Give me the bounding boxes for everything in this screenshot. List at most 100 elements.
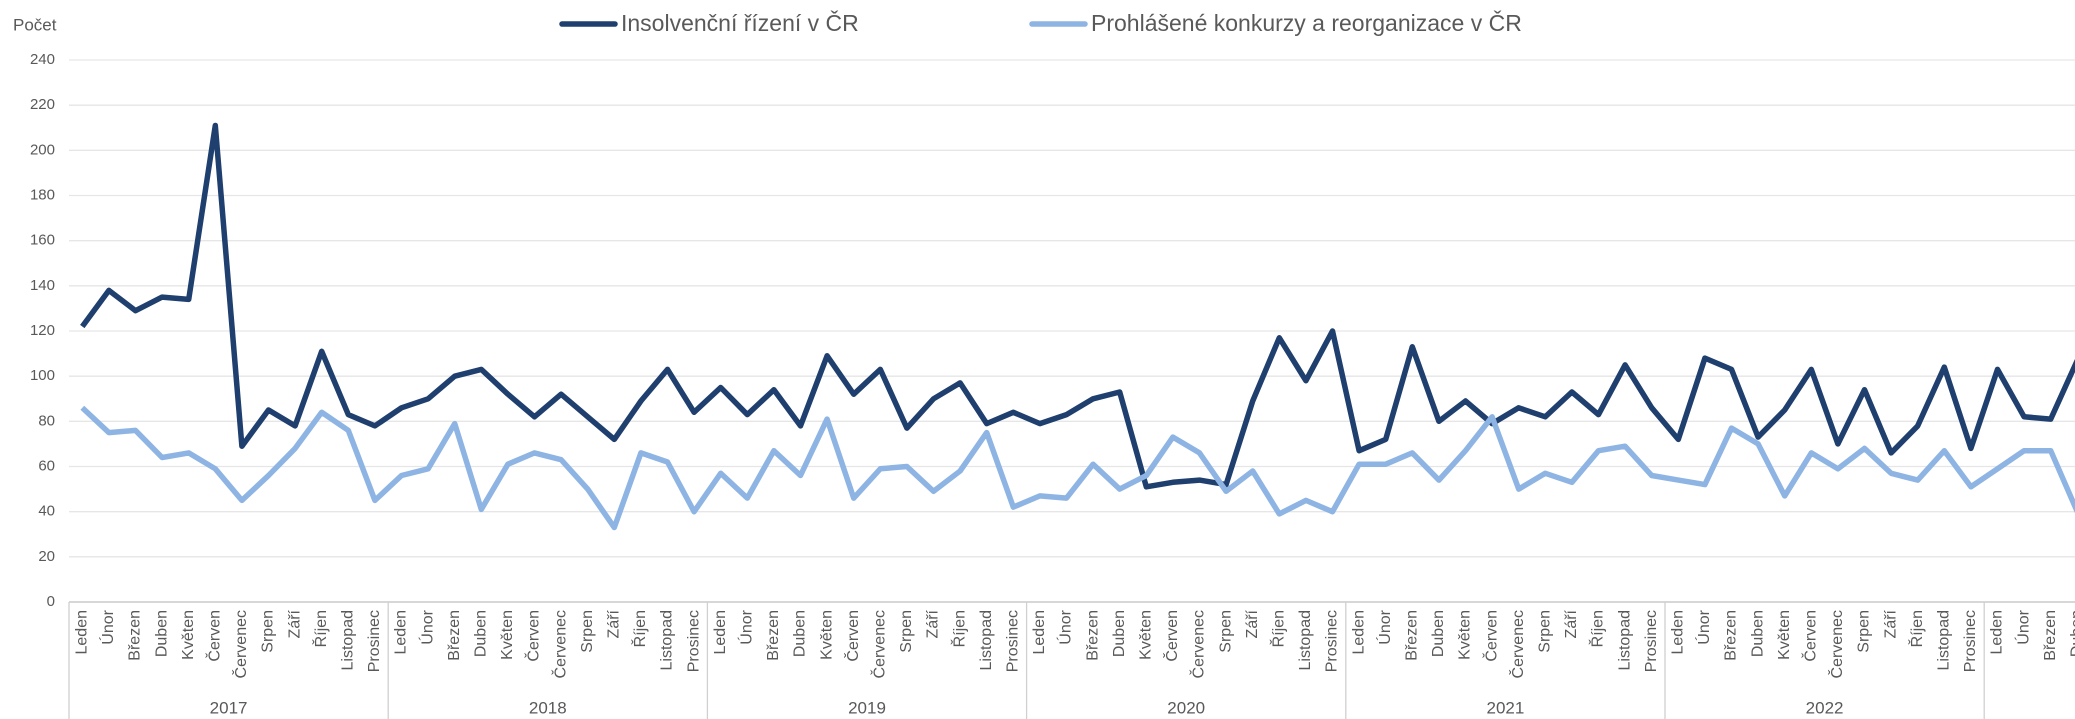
x-tick-label: Březen (1404, 610, 1421, 661)
y-tick-label: 20 (38, 548, 55, 565)
y-tick-label: 120 (30, 322, 55, 339)
legend-label: Prohlášené konkurzy a reorganizace v ČR (1091, 9, 1522, 36)
x-tick-label: Červen (1801, 610, 1820, 662)
x-tick-label: Červen (843, 610, 862, 662)
x-tick-label: Únor (2013, 609, 2032, 644)
x-tick-label: Leden (74, 610, 91, 655)
x-tick-label: Listopad (1936, 610, 1953, 671)
x-tick-label: Leden (1350, 610, 1367, 655)
x-tick-label: Duben (2069, 610, 2075, 657)
x-tick-label: Říjen (1588, 610, 1607, 647)
x-tick-label: Leden (393, 610, 410, 655)
x-tick-label: Srpen (1217, 610, 1234, 653)
x-tick-label: Září (1882, 609, 1899, 638)
y-tick-label: 200 (30, 141, 55, 158)
y-tick-label: 240 (30, 51, 55, 68)
x-tick-label: Březen (446, 610, 463, 661)
year-label: 2018 (529, 698, 567, 717)
x-tick-label: Prosinec (366, 610, 383, 672)
x-tick-label: Březen (1084, 610, 1101, 661)
y-tick-label: 80 (38, 412, 55, 429)
x-tick-label: Prosinec (1324, 610, 1341, 672)
series-line (80, 405, 2075, 531)
x-tick-label: Květen (499, 610, 516, 660)
x-tick-label: Leden (712, 610, 729, 655)
x-tick-label: Březen (2042, 610, 2059, 661)
x-tick-label: Srpen (579, 610, 596, 653)
x-tick-label: Březen (127, 610, 144, 661)
x-tick-label: Říjen (311, 610, 330, 647)
y-tick-label: 140 (30, 277, 55, 294)
x-tick-label: Listopad (340, 610, 357, 671)
x-tick-label: Září (1244, 609, 1261, 638)
y-axis-label: Počet (13, 15, 57, 34)
x-tick-label: Prosinec (1005, 610, 1022, 672)
x-tick-label: Říjen (630, 610, 649, 647)
x-tick-label: Červenec (1189, 610, 1208, 678)
x-tick-label: Duben (1430, 610, 1447, 657)
x-tick-label: Září (606, 609, 623, 638)
x-tick-label: Leden (1031, 610, 1048, 655)
x-tick-label: Říjen (949, 610, 968, 647)
x-tick-label: Červenec (550, 610, 569, 678)
x-tick-label: Duben (1111, 610, 1128, 657)
x-tick-label: Červenec (231, 610, 250, 678)
y-tick-label: 60 (38, 457, 55, 474)
x-tick-label: Duben (473, 610, 490, 657)
y-tick-label: 180 (30, 186, 55, 203)
x-tick-label: Listopad (1297, 610, 1314, 671)
year-label: 2019 (848, 698, 886, 717)
x-tick-label: Duben (792, 610, 809, 657)
x-tick-label: Listopad (978, 610, 995, 671)
y-tick-label: 160 (30, 232, 55, 249)
year-label: 2021 (1486, 698, 1524, 717)
x-tick-label: Únor (417, 609, 436, 644)
legend-label: Insolvenční řízení v ČR (621, 9, 859, 36)
y-tick-label: 220 (30, 96, 55, 113)
year-label: 2017 (210, 698, 248, 717)
series-line (80, 122, 2075, 490)
x-tick-label: Únor (1694, 609, 1713, 644)
x-tick-label: Únor (737, 609, 756, 644)
x-tick-label: Únor (98, 609, 117, 644)
x-tick-label: Srpen (260, 610, 277, 653)
x-tick-label: Září (286, 609, 303, 638)
x-tick-label: Květen (1457, 610, 1474, 660)
x-tick-label: Prosinec (1962, 610, 1979, 672)
y-tick-label: 0 (47, 593, 55, 610)
x-tick-label: Červen (205, 610, 224, 662)
x-tick-label: Srpen (1537, 610, 1554, 653)
x-tick-label: Prosinec (685, 610, 702, 672)
x-tick-label: Červenec (1508, 610, 1527, 678)
x-tick-label: Listopad (1616, 610, 1633, 671)
x-tick-label: Říjen (1269, 610, 1288, 647)
x-tick-label: Červenec (1827, 610, 1846, 678)
x-tick-label: Leden (1989, 610, 2006, 655)
x-tick-label: Červen (524, 610, 543, 662)
x-tick-label: Březen (1723, 610, 1740, 661)
x-tick-label: Únor (1056, 609, 1075, 644)
year-label: 2020 (1167, 698, 1205, 717)
x-tick-label: Únor (1375, 609, 1394, 644)
x-tick-label: Červen (1162, 610, 1181, 662)
y-tick-label: 100 (30, 367, 55, 384)
x-tick-label: Srpen (1856, 610, 1873, 653)
x-tick-label: Březen (765, 610, 782, 661)
year-label: 2022 (1806, 698, 1844, 717)
x-tick-label: Prosinec (1643, 610, 1660, 672)
x-tick-label: Květen (1776, 610, 1793, 660)
x-tick-label: Duben (153, 610, 170, 657)
x-tick-label: Listopad (659, 610, 676, 671)
x-tick-label: Červen (1481, 610, 1500, 662)
x-tick-label: Srpen (898, 610, 915, 653)
x-tick-label: Září (1563, 609, 1580, 638)
x-tick-label: Červenec (870, 610, 889, 678)
x-tick-label: Květen (1138, 610, 1155, 660)
x-tick-label: Duben (1749, 610, 1766, 657)
y-tick-label: 40 (38, 503, 55, 520)
x-tick-label: Květen (180, 610, 197, 660)
x-tick-label: Říjen (1907, 610, 1926, 647)
x-tick-label: Září (925, 609, 942, 638)
x-tick-label: Leden (1670, 610, 1687, 655)
